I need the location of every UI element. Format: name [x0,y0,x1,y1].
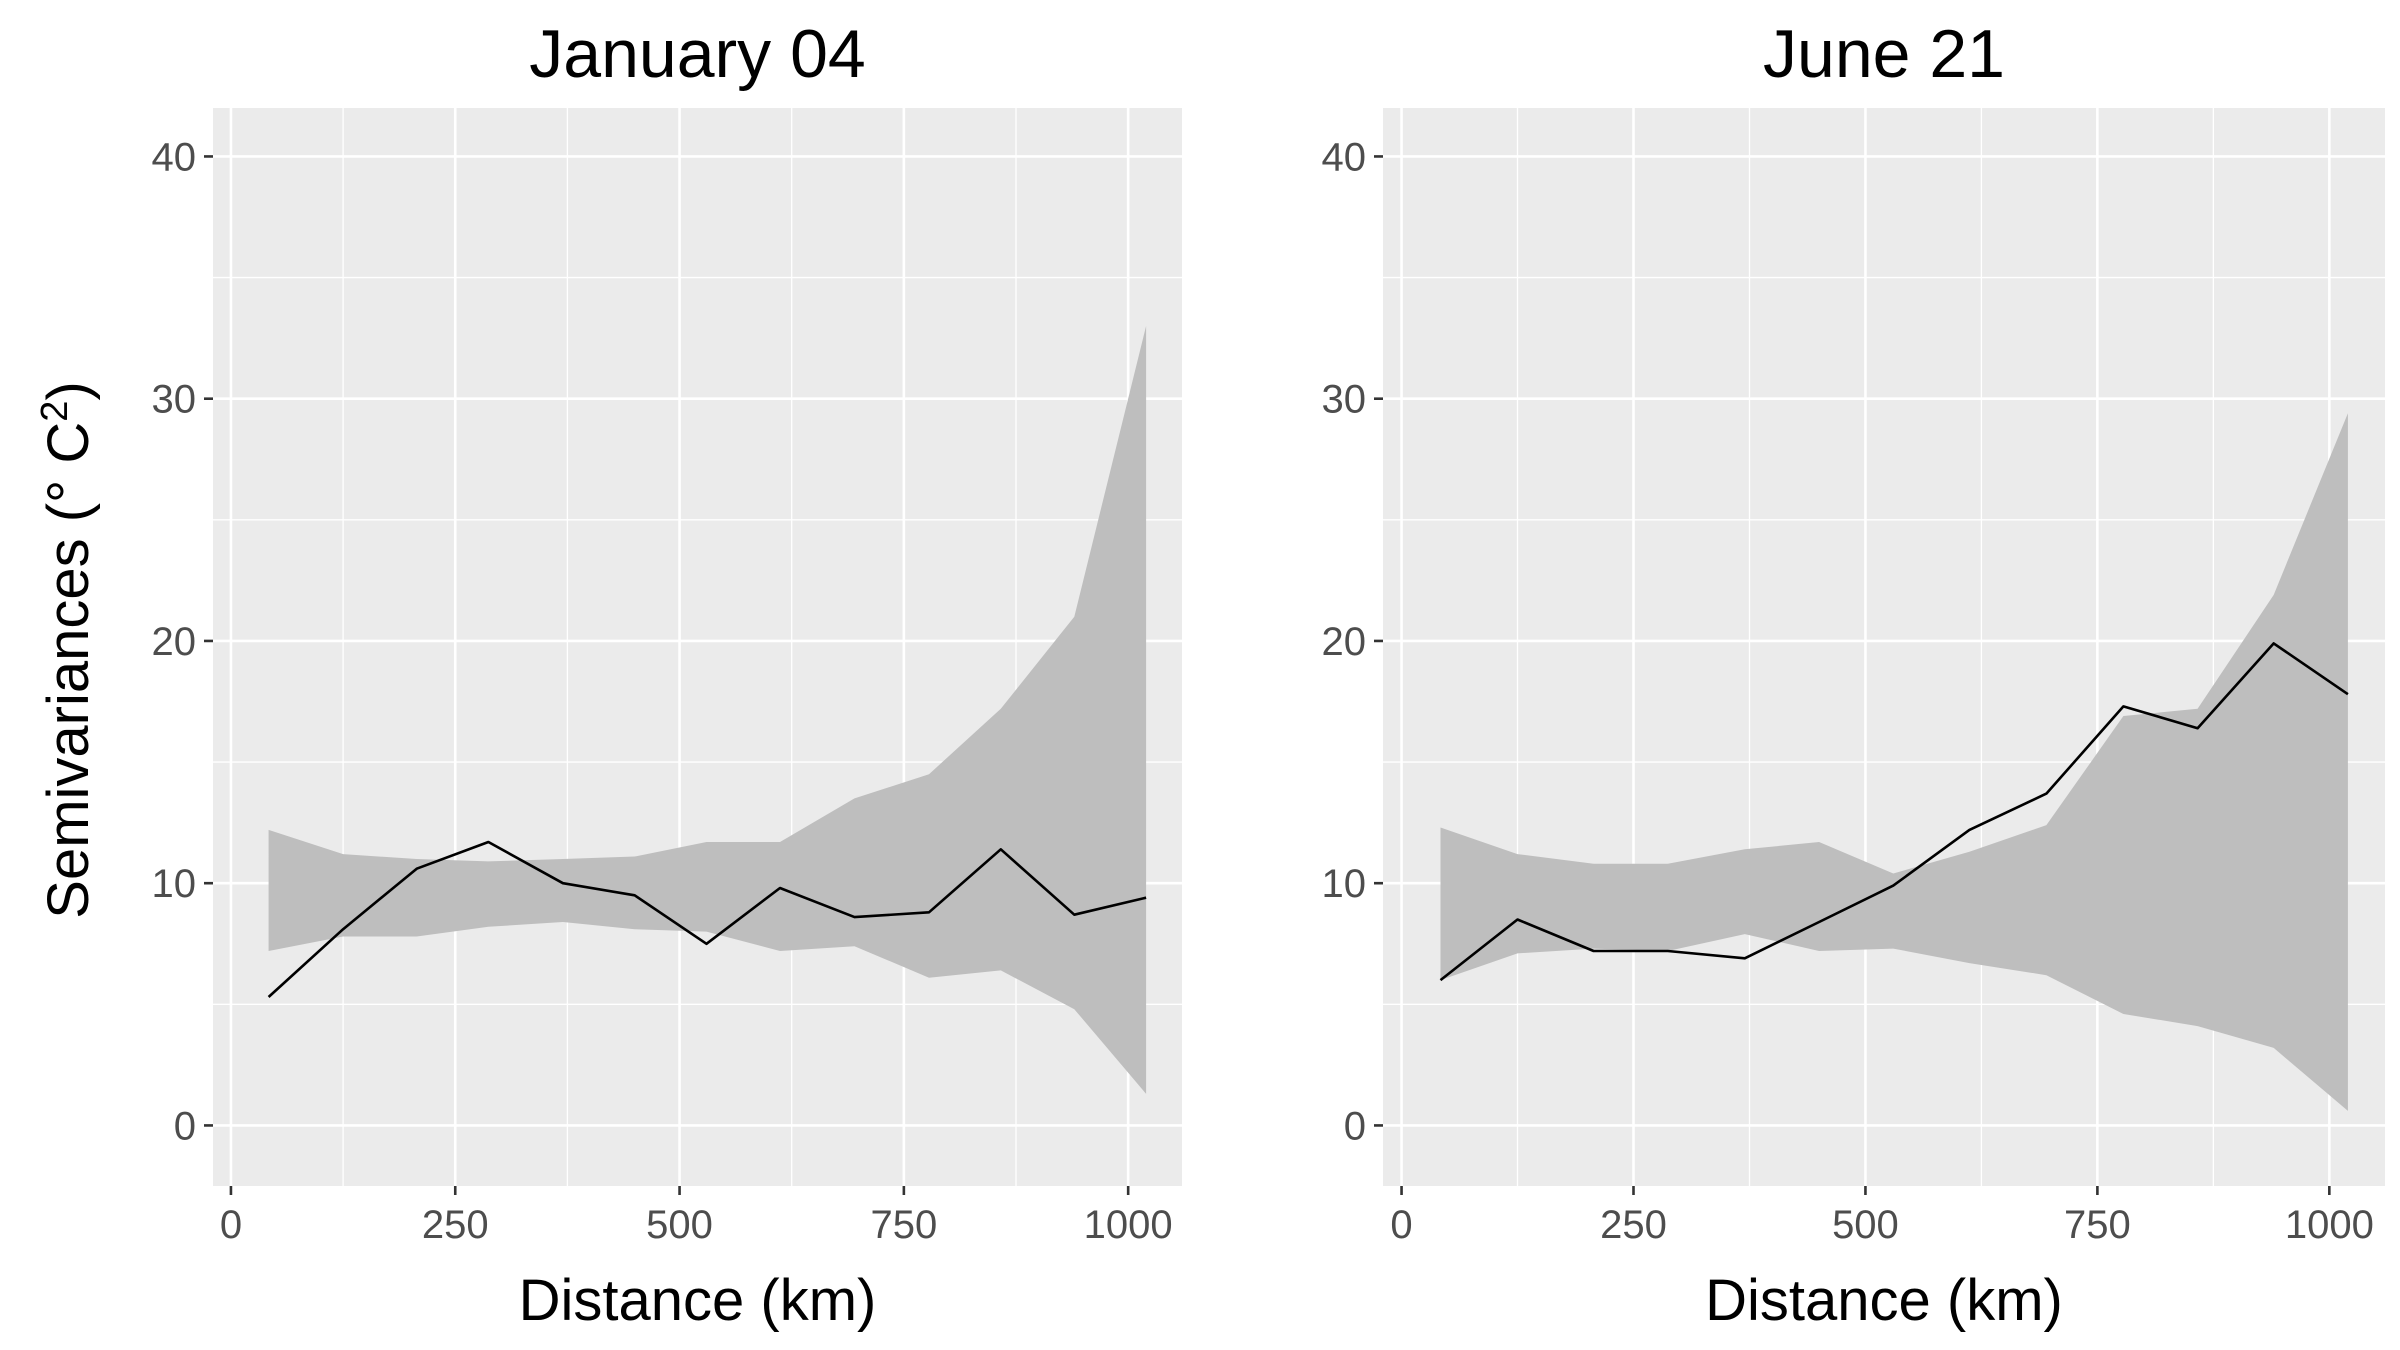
x-tick-label: 250 [1600,1203,1667,1247]
confidence-band [1440,413,2348,1111]
panel-june: 0 250 500 750 1000 0 10 20 30 40 June 21 Distance (… [1322,16,2385,1333]
confidence-band [268,326,1147,1094]
x-tick-label: 1000 [1084,1203,1173,1247]
y-tick-label: 20 [1322,620,1367,664]
x-tick-label: 0 [1390,1203,1412,1247]
y-tick-label: 0 [1344,1104,1366,1148]
y-tick-label: 40 [1322,135,1367,179]
y-tick-label: 30 [1322,378,1367,422]
x-tick-label: 0 [220,1203,242,1247]
panel-title: January 04 [529,16,865,92]
x-axis-title: Distance (km) [519,1268,877,1333]
series-line-0 [267,840,1147,998]
panel-title: June 21 [1763,16,2005,92]
y-tick-label: 0 [174,1104,196,1148]
x-axis-title: Distance (km) [1705,1268,2063,1333]
panel-background [213,108,1182,1186]
y-tick-label: 10 [152,862,197,906]
x-tick-label: 250 [422,1203,489,1247]
y-tick-label: 20 [152,620,197,664]
y-tick-label: 30 [152,378,197,422]
y-tick-label: 40 [152,135,197,179]
y-axis-title: Semivariances (° C2) [34,381,101,918]
x-tick-label: 750 [870,1203,937,1247]
x-tick-label: 500 [1832,1203,1899,1247]
x-tick-label: 1000 [2285,1203,2374,1247]
x-tick-label: 750 [2064,1203,2131,1247]
panel-january: 0 250 500 750 1000 0 10 20 30 40 January 04 Distanc… [152,16,1182,1333]
x-tick-label: 500 [646,1203,713,1247]
series-line-0 [1439,642,2349,982]
y-tick-label: 10 [1322,862,1367,906]
y-axis-title-superscript: 2 [34,401,76,422]
